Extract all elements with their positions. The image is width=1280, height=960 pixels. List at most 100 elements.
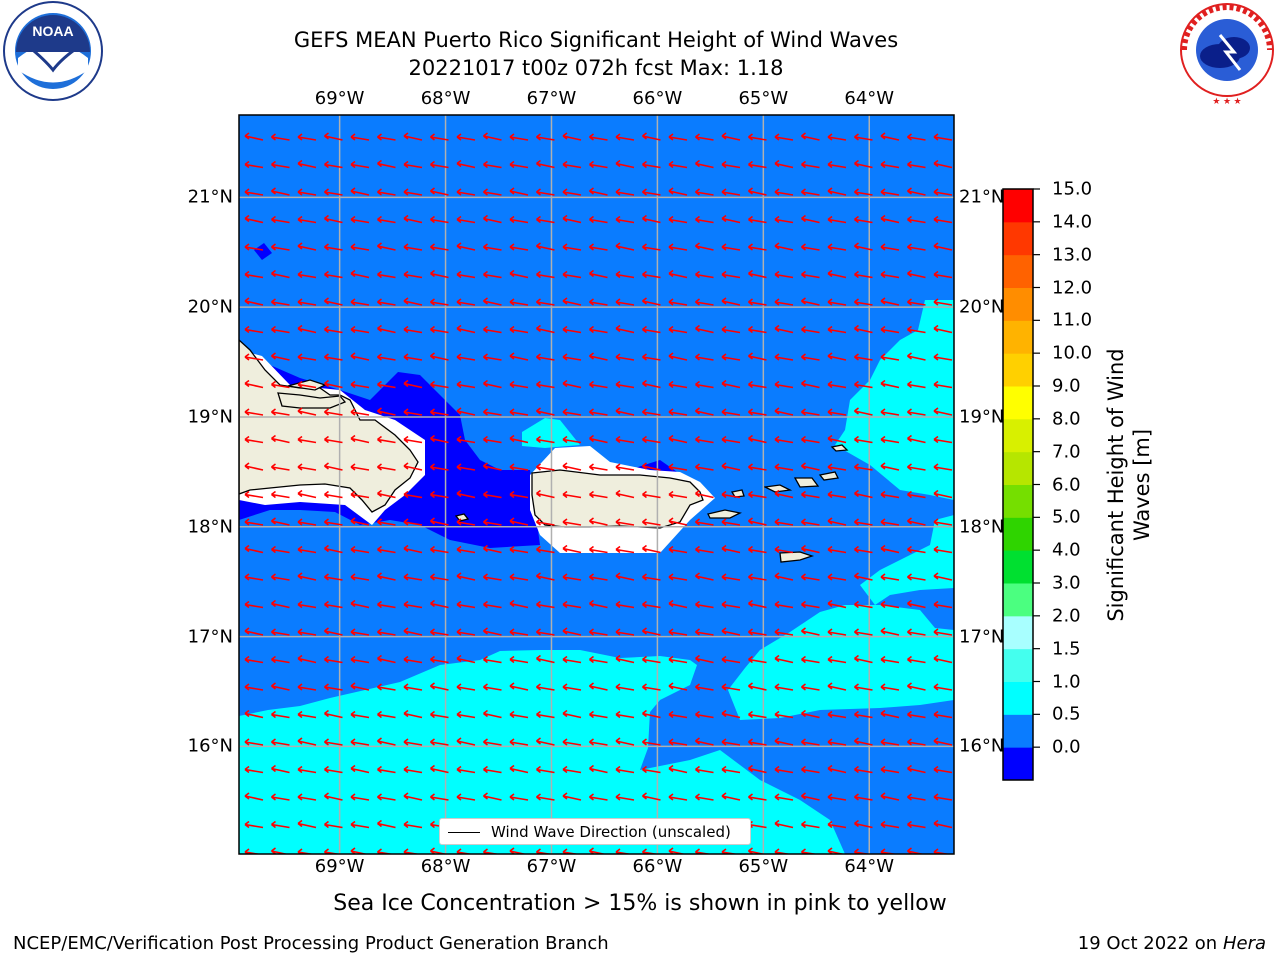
wave-direction-arrow — [589, 434, 608, 444]
wave-direction-arrow — [377, 793, 396, 801]
wave-direction-arrow — [801, 270, 820, 279]
wave-direction-arrow — [642, 490, 661, 499]
wave-direction-arrow — [297, 572, 317, 581]
wave-direction-arrow — [615, 353, 635, 361]
wave-direction-arrow — [456, 133, 476, 141]
wave-region-nw-spot — [254, 243, 272, 260]
wave-direction-arrow — [430, 655, 449, 664]
wave-direction-arrow — [350, 380, 370, 389]
noaa-logo: NOAA — [3, 1, 103, 101]
wave-direction-arrow — [483, 188, 502, 196]
wave-direction-arrow — [642, 462, 661, 471]
wave-direction-arrow — [774, 600, 794, 609]
lat-label-left: 19°N — [187, 406, 233, 428]
wave-direction-arrow — [933, 133, 953, 141]
wave-direction-arrow — [827, 187, 847, 196]
wave-direction-arrow — [536, 298, 555, 306]
wave-region-southeast — [728, 605, 954, 720]
wave-direction-arrow — [377, 710, 396, 719]
wave-direction-arrow — [933, 793, 953, 801]
wave-direction-arrow — [509, 408, 529, 416]
wave-direction-arrow — [324, 270, 343, 279]
wave-direction-arrow — [324, 243, 343, 251]
wave-direction-arrow — [748, 490, 767, 499]
wave-direction-arrow — [748, 325, 767, 334]
colorbar-tick-label: 1.0 — [1052, 671, 1081, 692]
colorbar-tick-label: 0.5 — [1052, 703, 1081, 725]
wave-direction-arrow — [271, 628, 290, 636]
wave-direction-arrow — [774, 353, 794, 361]
colorbar-tick-label: 15.0 — [1052, 178, 1093, 200]
wave-direction-arrow — [403, 160, 423, 169]
wave-direction-arrow — [589, 187, 608, 196]
wave-direction-arrow — [324, 325, 343, 334]
colorbar-tick-label: 10.0 — [1052, 342, 1093, 364]
wave-direction-arrow — [536, 188, 555, 196]
wave-direction-arrow — [774, 737, 794, 746]
wave-direction-arrow — [509, 160, 529, 169]
lon-label-top: 65°W — [738, 88, 789, 109]
wave-direction-arrow — [933, 380, 953, 389]
wave-direction-arrow — [642, 214, 661, 224]
wave-direction-arrow — [907, 215, 926, 224]
wave-direction-arrow — [589, 490, 608, 499]
wave-direction-arrow — [907, 738, 926, 746]
wave-direction-arrow — [854, 654, 873, 664]
wave-direction-arrow — [403, 518, 423, 526]
wave-direction-arrow — [377, 407, 396, 416]
wave-direction-arrow — [907, 352, 926, 361]
wave-direction-arrow — [456, 545, 476, 554]
wave-direction-arrow — [721, 270, 741, 279]
wave-direction-arrow — [562, 573, 582, 581]
colorbar-tick-label: 5.0 — [1052, 506, 1081, 528]
wave-direction-arrow — [748, 517, 767, 526]
wave-direction-arrow — [589, 764, 608, 774]
wave-direction-arrow — [589, 682, 608, 691]
wave-direction-arrow — [801, 820, 820, 829]
wave-direction-arrow — [350, 628, 370, 636]
wave-direction-arrow — [854, 489, 873, 499]
wave-direction-arrow — [271, 325, 290, 334]
wave-direction-arrow — [642, 738, 661, 746]
wave-direction-arrow — [721, 709, 741, 719]
wave-direction-arrow — [615, 765, 635, 774]
colorbar-tick-label: 12.0 — [1052, 277, 1093, 298]
wave-direction-arrow — [695, 159, 714, 169]
wave-direction-arrow — [774, 324, 794, 334]
wave-direction-arrow — [907, 517, 926, 526]
wave-direction-arrow — [907, 408, 926, 416]
wave-direction-arrow — [721, 600, 741, 609]
wave-direction-arrow — [430, 325, 449, 334]
wave-direction-arrow — [615, 628, 635, 636]
wave-direction-arrow — [377, 654, 396, 664]
wave-direction-arrow — [562, 518, 582, 526]
wave-direction-arrow — [562, 627, 582, 636]
wave-direction-arrow — [695, 545, 714, 554]
wave-direction-arrow — [880, 544, 900, 554]
lat-label-right: 16°N — [959, 735, 1005, 757]
wave-direction-arrow — [377, 298, 396, 306]
wave-direction-arrow — [880, 379, 900, 389]
wave-direction-arrow — [615, 188, 635, 196]
wave-direction-arrow — [271, 380, 290, 389]
wave-direction-arrow — [907, 325, 926, 334]
wave-direction-arrow — [880, 655, 900, 664]
anegada — [830, 444, 849, 452]
wave-direction-arrow — [430, 352, 449, 361]
wave-direction-arrow — [827, 380, 847, 389]
wave-direction-arrow — [536, 654, 555, 664]
wave-direction-arrow — [456, 380, 476, 389]
wave-direction-arrow — [880, 188, 900, 196]
wave-direction-arrow — [244, 132, 264, 141]
wave-direction-arrow — [880, 214, 900, 224]
lat-label-right: 19°N — [959, 406, 1005, 428]
wave-direction-arrow — [880, 709, 900, 719]
wave-direction-arrow — [933, 353, 953, 361]
wave-direction-arrow — [536, 242, 555, 251]
wave-direction-arrow — [854, 710, 873, 719]
wave-direction-arrow — [721, 297, 741, 306]
wave-direction-arrow — [509, 463, 529, 471]
wave-direction-arrow — [721, 765, 741, 774]
wave-direction-arrow — [350, 490, 370, 499]
wave-direction-arrow — [801, 600, 820, 609]
